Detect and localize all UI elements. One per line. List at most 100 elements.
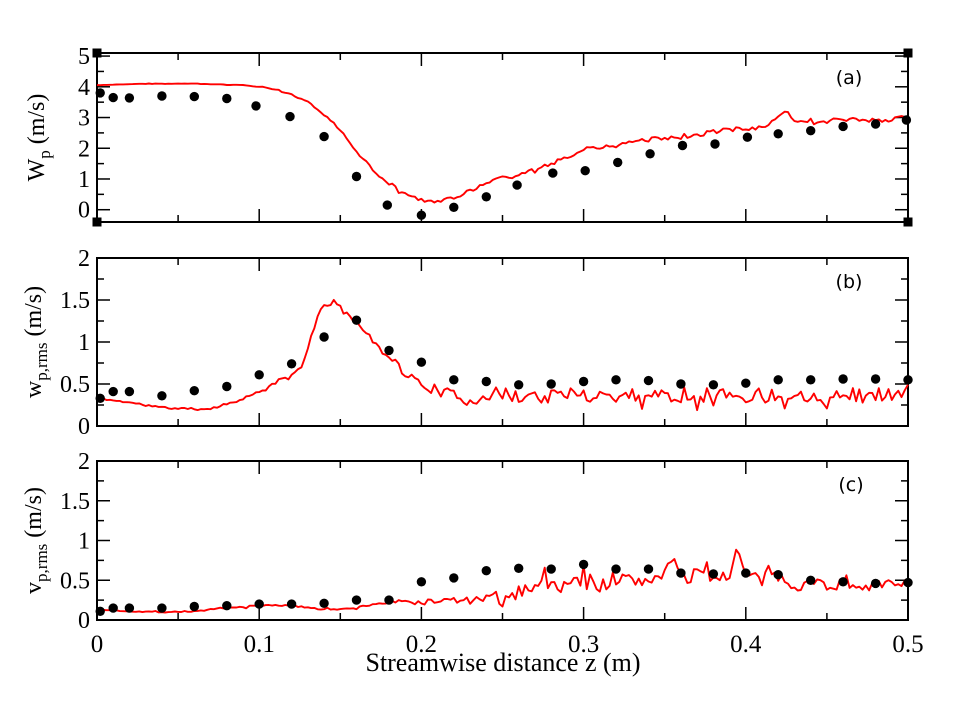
data-point [189,91,199,102]
data-point [95,606,105,616]
data-point [676,568,686,578]
panel-a-simulation-line [96,82,909,204]
data-point [286,359,297,369]
panel-label-a: (a) [836,67,862,89]
data-point [416,210,427,220]
data-point [611,375,621,385]
data-point [286,599,297,609]
data-point [222,601,232,611]
x-tick-label: 0.5 [892,631,923,658]
data-point [773,129,783,139]
data-point [580,166,590,176]
data-point [108,603,118,613]
data-point [773,570,783,580]
corner-marker [903,48,913,58]
data-point [481,376,491,387]
y-axis-title-b: wp,rms (m/s) [21,286,51,398]
panel-label-b: (b) [836,271,863,293]
data-point [901,115,912,125]
data-point [742,132,753,142]
data-point [222,93,232,104]
data-point [773,375,783,385]
data-point [514,563,524,573]
y-tick-label: 0 [78,414,90,440]
corner-marker [92,217,102,227]
data-point [611,564,621,574]
data-point [189,386,199,396]
data-point [384,345,394,356]
data-point [108,92,118,103]
data-point [838,374,848,384]
y-tick-label: 1 [78,167,90,193]
data-point [157,391,167,401]
x-tick-label: 0.4 [730,631,762,658]
data-point [319,332,329,342]
y-tick-label: 0 [78,608,90,634]
data-point [677,140,688,151]
data-point [157,91,167,101]
data-point [645,149,655,159]
data-point [578,376,589,387]
data-point [481,566,491,576]
corner-marker [903,217,913,227]
data-point [319,131,329,142]
data-point [351,595,362,605]
data-point [254,599,264,609]
panel-b-ticks [97,258,908,426]
panel-c-simulation-line [96,548,909,614]
data-point [512,180,522,190]
y-tick-label: 1.5 [60,288,90,314]
y-tick-label: 4 [78,75,90,101]
x-tick-label: 0.2 [406,631,437,658]
y-tick-label: 2 [78,246,90,272]
data-point [676,379,686,389]
data-point [351,315,362,325]
panel-b-experiment-dots [95,315,913,403]
data-point [222,381,232,392]
x-axis-title: Streamwise distance z (m) [365,648,640,677]
data-point [643,564,654,574]
data-point [548,168,558,178]
data-point [578,559,589,570]
data-point [124,386,135,397]
panel-a-ticks [97,53,908,222]
data-point [95,88,105,98]
y-tick-label: 1 [78,529,90,555]
y-axis-title-a: Wp (m/s) [24,94,54,182]
data-point [384,595,394,605]
data-point [416,577,427,587]
x-tick-label: 0.1 [244,631,275,658]
data-point [741,378,751,388]
data-point [838,121,848,132]
data-point [870,374,881,384]
data-point [870,119,881,129]
data-point [741,568,751,578]
data-point [449,375,459,385]
data-point [613,157,623,168]
data-point [708,569,719,579]
corner-marker [92,48,102,58]
y-tick-label: 1.5 [60,489,90,515]
panel-b-simulation-line [96,298,909,412]
y-tick-label: 5 [78,44,90,70]
data-point [157,603,167,613]
data-point [708,380,719,390]
panel-c-ticks [97,461,908,620]
data-point [449,202,459,212]
data-point [108,386,118,397]
panel-a: 0 1 2 3 4 5 (a) Wp (m/s) [24,44,913,227]
x-tick-label: 0.3 [568,631,599,658]
y-tick-label: 2 [78,136,90,162]
y-tick-label: 0.5 [60,568,90,594]
panel-b: 0 0.5 1 1.5 2 (b) wp,rms (m/s) [21,246,913,440]
panel-c: 0 0.1 0.2 0.3 0.4 0.5 0 0.5 1 1.5 2 (c) vp,rms (m/s) [21,449,924,658]
data-point [416,357,427,367]
panel-a-experiment-dots [95,88,912,220]
y-tick-label: 0 [78,198,90,224]
panel-a-frame [96,52,909,223]
data-point [838,577,848,587]
panel-label-c: (c) [838,474,863,496]
x-tick-label: 0 [91,631,104,658]
data-point [643,375,654,386]
